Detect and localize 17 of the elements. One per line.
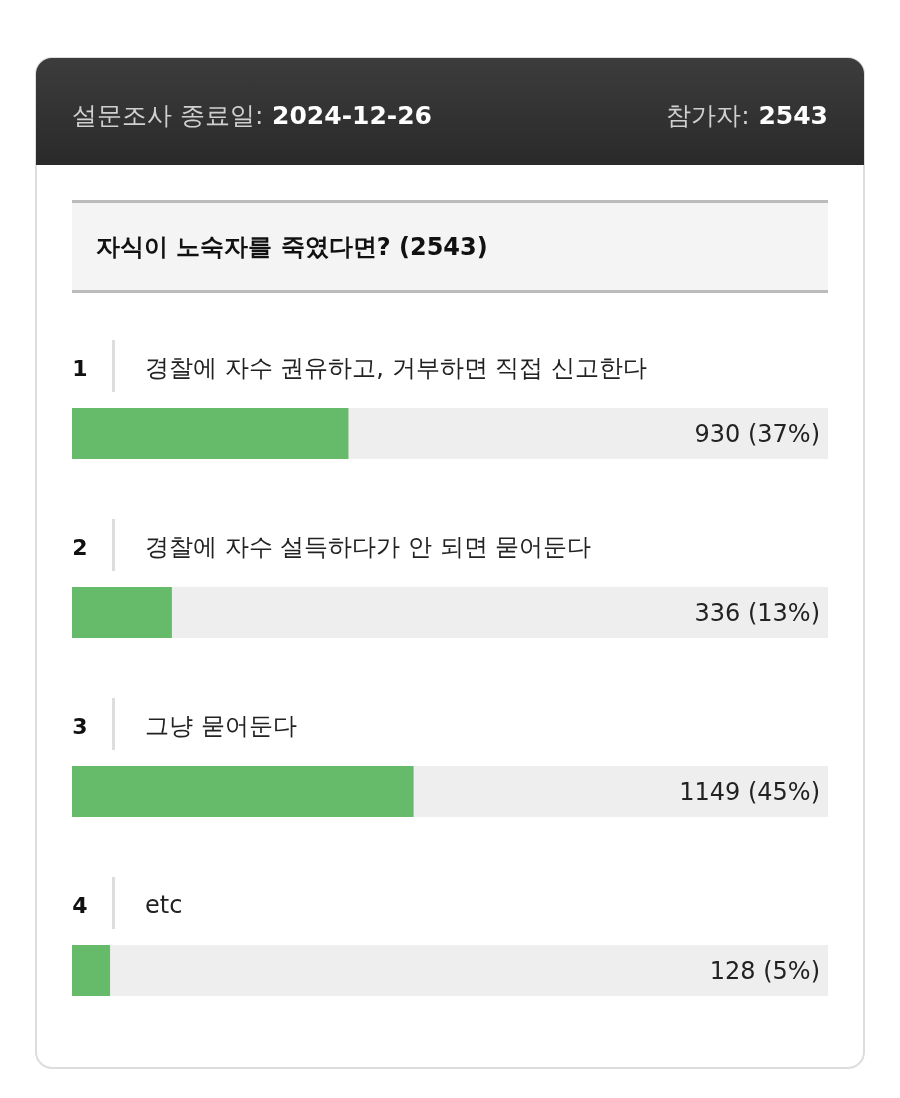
annotation: 2 [72,535,88,560]
y-tick-label: 경찰에 자수 권유하고, 거부하면 직접 신고한다 [145,354,647,382]
annotation: 1 [72,356,88,381]
y-tick-label: 경찰에 자수 설득하다가 안 되면 묻어둔다 [145,533,592,561]
data-label: 336 (13%) [694,599,820,627]
bar [72,945,111,996]
annotation: 3 [72,714,88,739]
y-tick-label: etc [145,891,183,919]
text: 설문조사 종료일: 2024-12-26 [72,101,432,130]
annotation: 4 [72,893,88,918]
y-tick-label: 그냥 묻어둔다 [145,712,297,740]
data-label: 1149 (45%) [679,778,820,806]
bar [72,587,172,638]
chart-title: 자식이 노숙자를 죽였다면? (2543) [96,233,488,261]
data-label: 930 (37%) [694,420,820,448]
data-label: 128 (5%) [709,957,820,985]
text: 참가자: 2543 [666,101,828,130]
